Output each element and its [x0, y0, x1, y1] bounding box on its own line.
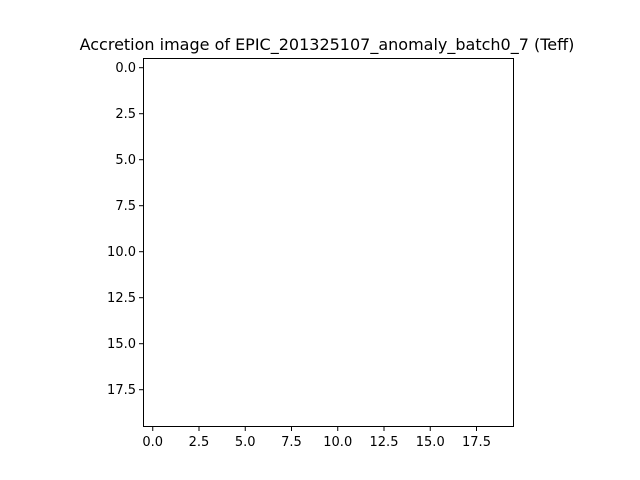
y-tick-label: 10.0 [107, 245, 136, 260]
plot-area [143, 58, 514, 427]
y-tick-label: 17.5 [107, 383, 136, 398]
x-tick-label: 10.0 [323, 435, 352, 450]
chart-title: Accretion image of EPIC_201325107_anomal… [80, 35, 575, 55]
y-tick-label: 2.5 [115, 107, 136, 122]
plot-frame [143, 58, 514, 427]
y-axis-ticks: 0.0 2.5 5.0 7.5 10.0 12.5 15.0 17.5 [107, 61, 144, 398]
y-tick-label: 5.0 [115, 153, 136, 168]
x-tick-label: 17.5 [462, 435, 491, 450]
y-tick-label: 7.5 [115, 199, 136, 214]
x-tick-label: 7.5 [281, 435, 302, 450]
x-tick-label: 2.5 [189, 435, 210, 450]
x-tick-label: 12.5 [370, 435, 399, 450]
x-tick-label: 15.0 [416, 435, 445, 450]
y-tick-label: 15.0 [107, 337, 136, 352]
x-tick-label: 0.0 [142, 435, 163, 450]
x-axis-ticks: 0.0 2.5 5.0 7.5 10.0 12.5 15.0 17.5 [142, 426, 491, 450]
y-tick-label: 12.5 [107, 291, 136, 306]
y-tick-label: 0.0 [115, 61, 136, 76]
x-tick-label: 5.0 [235, 435, 256, 450]
